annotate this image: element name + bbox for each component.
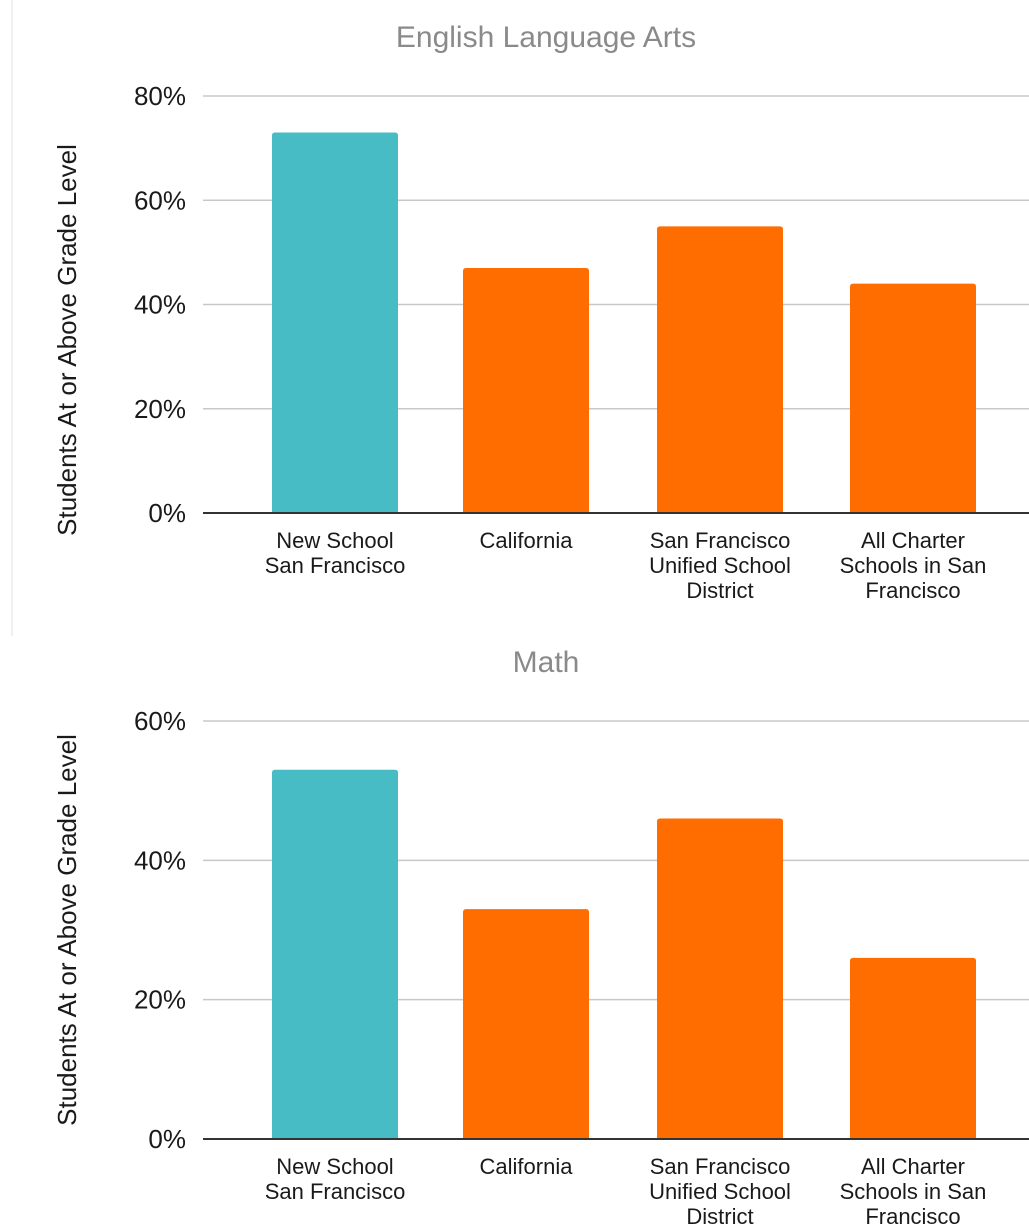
x-tick-label-line: Francisco [865,578,960,603]
x-tick-label: New School San Francisco [265,528,406,578]
y-tick-label: 60% [134,185,186,215]
y-tick-label: 20% [134,394,186,424]
x-tick-label-line: Schools in San [840,553,987,578]
y-axis-title: Students At or Above Grade Level [52,734,82,1126]
x-tick-label: All Charter Schools in San Francisco [840,1154,987,1226]
y-axis-title: Students At or Above Grade Level [52,144,82,536]
chart-title: English Language Arts [396,21,696,54]
y-tick-label: 20% [134,985,186,1015]
y-tick-label: 0% [148,498,186,528]
x-tick-label: California [480,1154,574,1179]
bar [272,769,398,1139]
x-tick-label-line: San Francisco [650,528,791,553]
x-tick-label-line: Unified School [649,1179,791,1204]
x-tick-label-line: New School [276,528,393,553]
x-tick-label: New School San Francisco [265,1154,406,1204]
x-tick-label-line: California [480,1154,574,1179]
x-tick-label-line: San Francisco [265,553,406,578]
bar [463,909,589,1139]
x-tick-label-line: San Francisco [265,1179,406,1204]
x-tick-label-line: All Charter [861,528,965,553]
x-tick-label-line: Francisco [865,1204,960,1226]
y-tick-label: 60% [134,706,186,736]
y-tick-label: 0% [148,1124,186,1154]
x-tick-label: San Francisco Unified School District [649,528,791,603]
bar [463,268,589,513]
chart-math: Math Students At or Above Grade Level 0%… [52,646,1029,1226]
y-tick-label: 40% [134,845,186,875]
x-tick-label-line: San Francisco [650,1154,791,1179]
bar [272,132,398,514]
bar [850,283,976,513]
x-tick-label: San Francisco Unified School District [649,1154,791,1226]
bar [657,818,783,1139]
x-tick-label: All Charter Schools in San Francisco [840,528,987,603]
bar [850,957,976,1139]
x-tick-label-line: Unified School [649,553,791,578]
x-tick-label-line: New School [276,1154,393,1179]
y-tick-label: 80% [134,81,186,111]
chart-title: Math [513,646,580,679]
x-tick-label-line: All Charter [861,1154,965,1179]
x-tick-label-line: District [686,1204,753,1226]
bar [657,226,783,513]
chart-ela: English Language Arts Students At or Abo… [52,21,1029,603]
y-tick-label: 40% [134,290,186,320]
x-tick-label-line: Schools in San [840,1179,987,1204]
x-tick-label-line: California [480,528,574,553]
x-tick-label: California [480,528,574,553]
x-tick-label-line: District [686,578,753,603]
